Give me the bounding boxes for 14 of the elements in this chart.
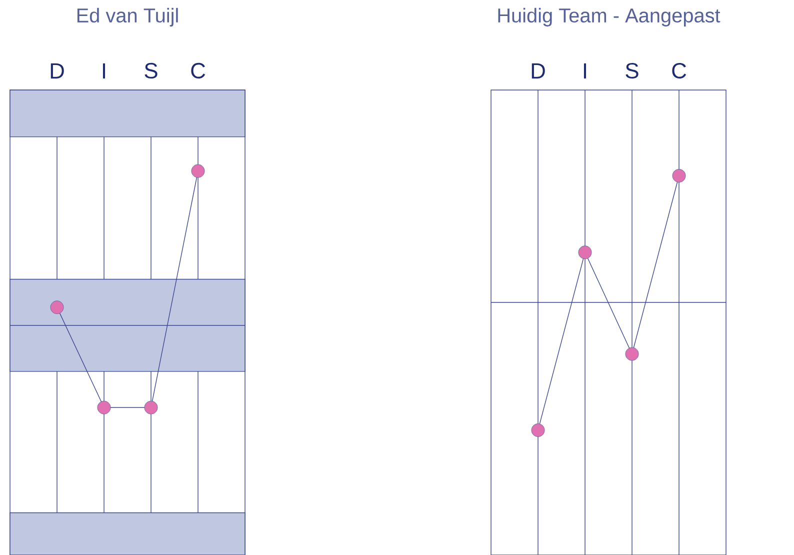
x-tick-label: I bbox=[102, 63, 106, 78]
x-tick-label: S bbox=[144, 62, 158, 78]
chart-title: Huidig Team - Aangepast bbox=[498, 8, 720, 26]
point bbox=[578, 246, 592, 260]
x-tick-label: C bbox=[672, 62, 686, 78]
x-tick-label: D bbox=[50, 63, 64, 78]
x-tick-label: S bbox=[626, 62, 638, 78]
point bbox=[531, 423, 545, 437]
x-tick-label: D bbox=[532, 63, 545, 78]
x-tick-label: C bbox=[191, 62, 206, 78]
chart-title: Ed van Tuijl bbox=[77, 8, 178, 26]
x-tick-label: I bbox=[584, 63, 586, 78]
point bbox=[625, 347, 639, 361]
point bbox=[672, 168, 686, 182]
